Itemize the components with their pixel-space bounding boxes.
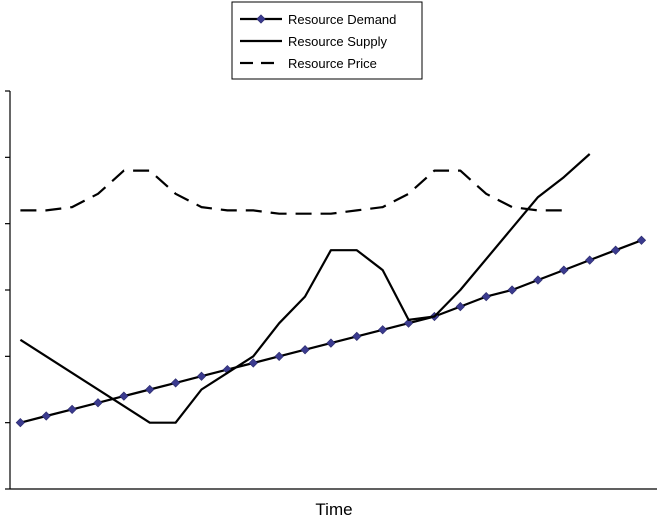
data-point xyxy=(119,391,129,401)
data-point xyxy=(481,292,491,302)
legend-marker xyxy=(256,14,266,24)
data-point xyxy=(585,255,595,265)
data-point xyxy=(326,338,336,348)
data-point xyxy=(300,345,310,355)
series-line xyxy=(19,153,591,424)
data-point xyxy=(352,331,362,342)
series-line xyxy=(20,169,564,215)
data-point xyxy=(248,358,258,368)
plot-area xyxy=(5,90,657,490)
data-point xyxy=(93,398,103,408)
data-point xyxy=(507,285,517,295)
data-point xyxy=(171,378,181,388)
data-point xyxy=(403,318,414,328)
data-point xyxy=(610,245,621,255)
legend-item: Resource Demand xyxy=(240,12,396,27)
data-point xyxy=(455,301,465,312)
data-point xyxy=(15,418,25,428)
data-point xyxy=(559,265,569,275)
series-resource-demand xyxy=(15,235,647,428)
series-line xyxy=(20,239,642,424)
data-point xyxy=(636,235,647,245)
series-resource-supply xyxy=(19,153,591,424)
legend-label: Resource Price xyxy=(288,56,377,71)
legend: Resource Demand Resource Supply Resource P… xyxy=(231,1,423,80)
legend-item: Resource Supply xyxy=(240,34,387,49)
data-point xyxy=(41,411,51,421)
data-point xyxy=(533,275,543,285)
legend-label: Resource Demand xyxy=(288,12,396,27)
series-resource-price xyxy=(20,169,564,215)
legend-label: Resource Supply xyxy=(288,34,387,49)
data-point xyxy=(274,351,284,361)
data-point xyxy=(196,371,207,381)
data-point xyxy=(145,384,155,395)
data-point xyxy=(67,404,77,415)
data-point xyxy=(378,325,388,335)
x-axis-title: Time xyxy=(315,500,352,517)
legend-item: Resource Price xyxy=(240,56,377,71)
